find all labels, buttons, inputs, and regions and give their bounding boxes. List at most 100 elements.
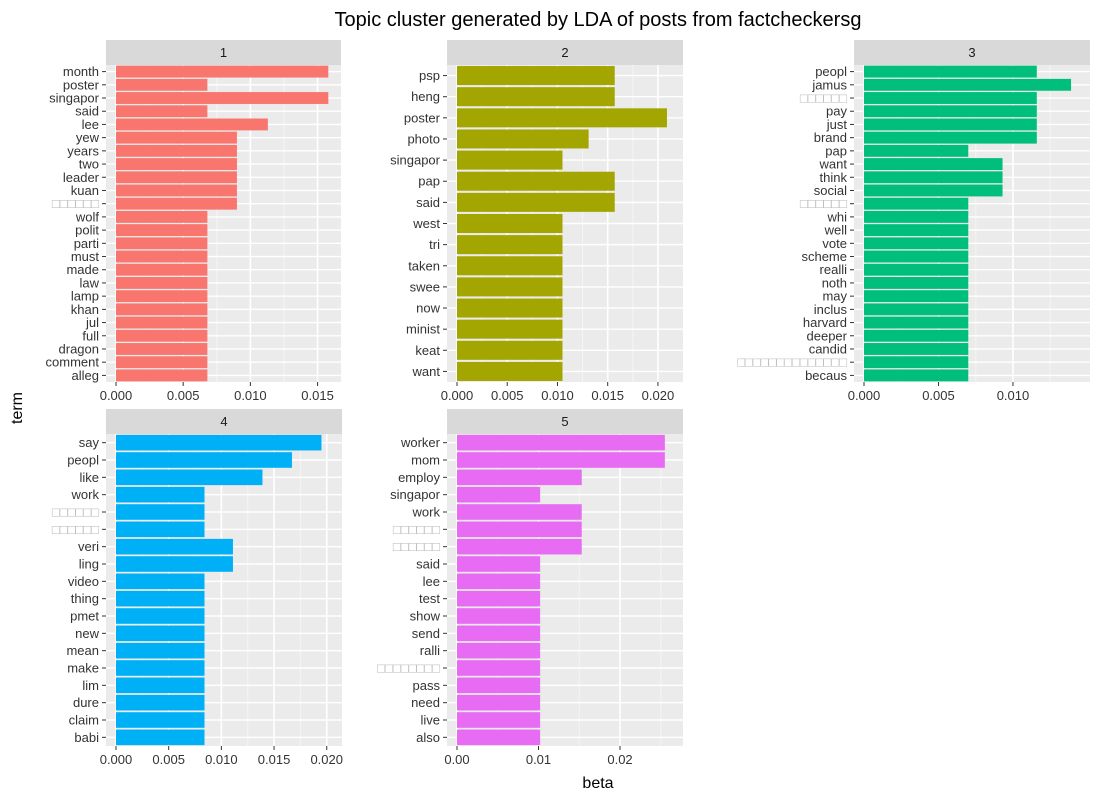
- bar-5-0: [457, 434, 665, 451]
- bar-5-11: [457, 625, 541, 642]
- bar-5-14: [457, 677, 541, 694]
- y-tick-label: babi: [74, 730, 99, 745]
- y-tick-label: test: [419, 591, 440, 606]
- bar-4-2: [116, 469, 263, 486]
- bar-4-8: [116, 573, 205, 590]
- y-tick-label: leader: [63, 170, 100, 185]
- y-tick-label: swee: [410, 279, 440, 294]
- bar-1-3: [116, 105, 208, 118]
- y-tick-label: worker: [400, 435, 441, 450]
- y-tick-label: photo: [407, 131, 440, 146]
- x-tick-label: 0.005: [152, 752, 185, 767]
- bar-1-14: [116, 250, 208, 263]
- y-tick-label: keat: [415, 343, 440, 358]
- y-tick-label: need: [411, 695, 440, 710]
- y-tick-label: two: [79, 157, 99, 172]
- x-tick-label: 0.010: [541, 388, 574, 403]
- y-tick-label: taken: [408, 258, 440, 273]
- y-tick-label: lee: [82, 117, 99, 132]
- facet-strip-label: 5: [561, 414, 568, 429]
- y-tick-label: noth: [822, 275, 847, 290]
- y-tick-label: made: [66, 262, 99, 277]
- bar-2-4: [457, 150, 563, 170]
- bar-3-17: [864, 290, 969, 303]
- bar-4-13: [116, 660, 205, 676]
- bar-2-0: [457, 66, 615, 86]
- y-tick-label: lee: [423, 574, 440, 589]
- bar-1-11: [116, 210, 208, 223]
- panel-background: [106, 65, 341, 382]
- y-tick-label: want: [819, 157, 848, 172]
- bar-3-6: [864, 144, 969, 157]
- y-tick-label: work: [412, 505, 441, 520]
- bar-1-9: [116, 184, 237, 197]
- y-tick-label: becaus: [805, 368, 847, 383]
- y-tick-label: realli: [820, 262, 848, 277]
- y-tick-label: khan: [71, 302, 99, 317]
- bar-4-11: [116, 625, 205, 642]
- bar-5-1: [457, 452, 665, 468]
- panel-background: [106, 434, 342, 746]
- bar-5-9: [457, 590, 541, 607]
- bar-5-8: [457, 573, 541, 590]
- bar-4-7: [116, 556, 233, 572]
- bar-1-5: [116, 131, 237, 144]
- x-tick-label: 0.015: [301, 388, 334, 403]
- x-tick-label: 0.015: [258, 752, 291, 767]
- bar-3-3: [864, 105, 1037, 118]
- y-tick-label: say: [79, 435, 100, 450]
- y-tick-label: jul: [85, 315, 99, 330]
- bar-2-1: [457, 87, 615, 107]
- y-tick-label: poster: [63, 77, 100, 92]
- bar-1-18: [116, 303, 208, 316]
- bar-4-3: [116, 486, 205, 503]
- y-tick-label: said: [416, 195, 440, 210]
- y-tick-label: may: [822, 289, 847, 304]
- bar-1-13: [116, 237, 208, 250]
- chart-title: Topic cluster generated by LDA of posts …: [335, 9, 862, 31]
- y-tick-label: poster: [404, 110, 441, 125]
- y-tick-label: must: [71, 249, 100, 264]
- bar-4-1: [116, 452, 292, 468]
- y-tick-label: said: [75, 104, 99, 119]
- bar-1-7: [116, 158, 237, 171]
- x-tick-label: 0.000: [848, 388, 881, 403]
- x-tick-label: 0.000: [100, 388, 133, 403]
- bar-1-16: [116, 276, 208, 289]
- bar-1-12: [116, 224, 208, 237]
- bar-5-15: [457, 694, 541, 711]
- y-tick-label: □□□□□□: [800, 91, 847, 106]
- y-tick-label: also: [416, 730, 440, 745]
- bar-2-5: [457, 171, 615, 191]
- bar-3-13: [864, 237, 969, 250]
- bar-1-8: [116, 171, 237, 184]
- y-tick-label: candid: [809, 341, 847, 356]
- bar-3-1: [864, 78, 1072, 91]
- bar-1-0: [116, 65, 329, 78]
- bar-5-10: [457, 608, 541, 624]
- bar-4-15: [116, 694, 205, 711]
- bar-4-10: [116, 608, 205, 624]
- bar-2-8: [457, 235, 563, 255]
- bar-3-0: [864, 65, 1037, 78]
- bar-3-8: [864, 171, 1003, 184]
- facet-strip-label: 1: [220, 45, 227, 60]
- bar-3-4: [864, 118, 1037, 131]
- bar-2-10: [457, 277, 563, 297]
- y-tick-label: □□□□□□: [52, 505, 99, 520]
- bar-5-2: [457, 469, 582, 486]
- y-tick-label: well: [824, 223, 848, 238]
- bar-3-10: [864, 197, 969, 210]
- bar-1-4: [116, 118, 268, 131]
- bar-1-17: [116, 290, 208, 303]
- y-tick-label: singapor: [49, 91, 100, 106]
- facet-panel-5: 5workermomemploysingaporwork□□□□□□□□□□□□…: [377, 409, 683, 767]
- y-tick-label: pap: [825, 143, 847, 158]
- x-tick-label: 0.010: [234, 388, 267, 403]
- y-tick-label: tri: [429, 237, 440, 252]
- y-tick-label: veri: [78, 539, 99, 554]
- bar-1-19: [116, 316, 208, 329]
- y-tick-label: claim: [69, 713, 99, 728]
